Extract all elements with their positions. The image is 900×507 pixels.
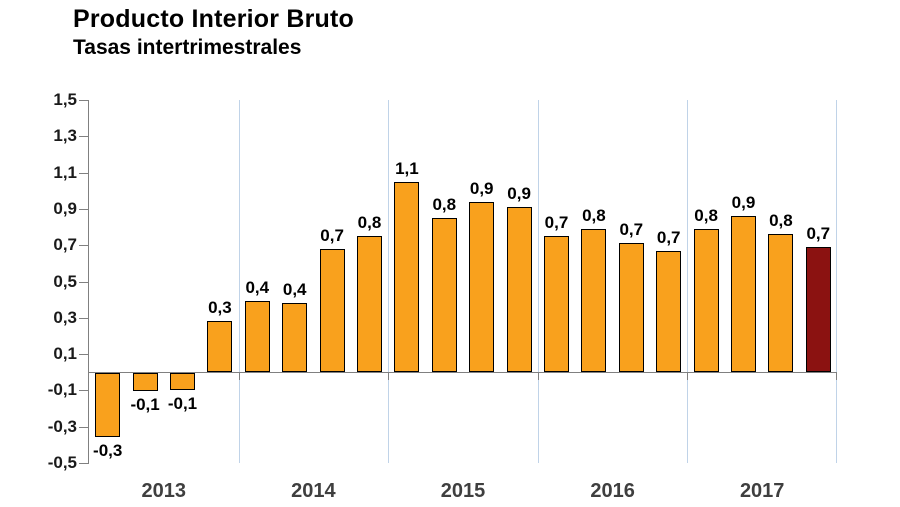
bar (469, 201, 495, 373)
y-axis-tick (79, 136, 89, 138)
y-axis-tick (79, 281, 89, 283)
year-separator-gridline (687, 100, 689, 463)
bar-value-label: -0,1 (167, 393, 198, 413)
x-axis-year-label: 2013 (141, 480, 187, 502)
year-separator-gridline (537, 100, 539, 463)
x-axis-year-label: 2015 (440, 480, 486, 502)
bar (618, 243, 644, 373)
bar-value-label: 1,1 (395, 158, 419, 178)
bar-value-label: 0,9 (507, 184, 531, 204)
bar-value-label: 0,8 (582, 205, 606, 225)
y-axis-label: 0,1 (53, 344, 77, 364)
y-axis-label: -0,3 (47, 416, 77, 436)
bar (693, 228, 719, 373)
y-axis-tick (79, 172, 89, 174)
x-axis-tick (388, 373, 390, 381)
bar (357, 236, 382, 373)
y-axis-tick (79, 208, 89, 210)
year-separator-gridline (388, 100, 390, 463)
x-axis-year-label: 2014 (291, 480, 336, 502)
y-axis-label: 0,9 (53, 198, 77, 218)
bar-highlight-latest (805, 247, 831, 373)
x-axis-tick (836, 373, 837, 381)
x-axis-tick (687, 373, 689, 381)
bar (731, 216, 756, 373)
y-axis-label: 1,1 (53, 162, 77, 182)
bar-value-label: 0,9 (731, 193, 756, 213)
bar-value-label: 0,4 (245, 278, 270, 298)
chart-subtitle: Tasas intertrimestrales (73, 36, 302, 59)
x-axis-year-label: 2017 (739, 480, 785, 502)
bar-value-label: -0,3 (93, 440, 123, 460)
y-axis-label: 1,3 (53, 126, 77, 146)
bar-value-label: 0,7 (806, 224, 831, 243)
bar (132, 373, 158, 392)
bar (244, 301, 270, 373)
bar (319, 248, 345, 373)
year-separator-gridline (238, 100, 240, 463)
y-axis-tick (79, 354, 89, 356)
plot-area: 1,5 1,3 1,1 0,9 0,7 0,5 0,3 0,1 -0,1 -0,3 -0,5 -0,3… (48, 91, 837, 502)
bar-value-label: 0,8 (769, 211, 793, 231)
bar (394, 181, 420, 373)
y-axis-tick (79, 317, 89, 319)
bar (768, 234, 794, 373)
bar (282, 303, 308, 373)
bar-value-label: 0,9 (469, 178, 494, 198)
bar-value-label: 0,7 (619, 220, 644, 240)
bar (95, 373, 121, 437)
x-axis-tick (537, 373, 539, 381)
bar (431, 217, 457, 373)
bar-value-label: 0,3 (208, 298, 232, 318)
y-axis-label: 0,7 (53, 235, 77, 255)
bar-value-label: 0,7 (320, 225, 344, 245)
chart-title: Producto Interior Bruto (73, 5, 354, 33)
y-axis-tick (79, 245, 89, 247)
bar-value-label: -0,1 (130, 395, 160, 415)
y-axis-label: 0,5 (53, 271, 77, 291)
bar (656, 250, 682, 373)
bar (544, 236, 569, 373)
bar-value-label: 0,8 (694, 205, 718, 225)
bar-value-label: 0,7 (656, 227, 681, 247)
x-axis-year-label: 2016 (590, 480, 635, 502)
y-axis-tick (79, 463, 89, 464)
y-axis-label: -0,5 (47, 453, 77, 472)
y-axis-tick (79, 426, 89, 428)
y-axis-tick (79, 390, 89, 392)
y-axis-label: 1,5 (53, 90, 77, 109)
y-axis-label: -0,1 (47, 380, 77, 400)
bar (506, 207, 532, 373)
bar-value-label: 0,4 (282, 280, 307, 300)
bar (207, 321, 233, 373)
bar (581, 228, 607, 373)
bar-value-label: 0,8 (357, 213, 382, 233)
year-separator-gridline (836, 100, 837, 463)
bar-value-label: 0,7 (544, 213, 569, 233)
y-axis-label: 0,3 (53, 307, 77, 327)
bar (170, 373, 195, 390)
x-axis-tick (238, 373, 240, 381)
bar-value-label: 0,8 (432, 194, 457, 214)
x-axis-zero-line (89, 372, 837, 374)
y-axis-tick (79, 100, 89, 101)
